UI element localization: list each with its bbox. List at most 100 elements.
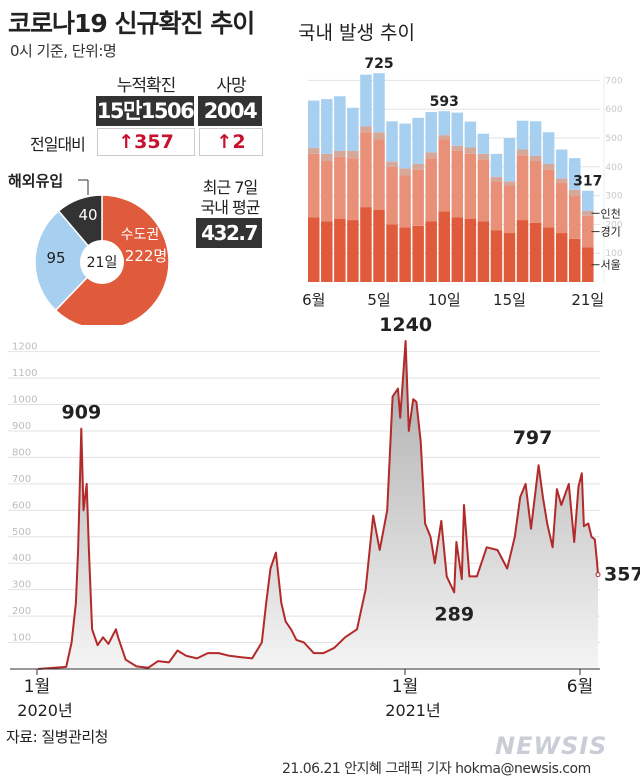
inset-bar-segment — [516, 149, 529, 156]
inset-bar-segment — [451, 145, 464, 151]
inset-bar-segment — [582, 247, 594, 282]
inset-bar-segment — [438, 139, 450, 212]
line-ytick-label: 700 — [12, 474, 31, 485]
inset-legend-label: 경기 — [601, 226, 621, 239]
inset-bar-segment — [360, 74, 372, 127]
inset-bar-segment — [347, 158, 359, 221]
inset-bar-segment — [529, 121, 542, 156]
inset-bar-segment — [399, 168, 411, 176]
inset-value-label: 593 — [430, 94, 459, 110]
line-value-label: 797 — [513, 427, 553, 449]
inset-bar-segment — [373, 132, 385, 140]
inset-bar-segment — [542, 132, 555, 164]
deaths-value: 2004 — [198, 96, 262, 126]
inset-bar-segment — [425, 221, 437, 282]
inset-bar-segment — [308, 217, 320, 282]
line-endpoint — [595, 572, 601, 578]
inset-bar-segment — [464, 121, 477, 148]
line-xtick-label: 6월 — [567, 677, 593, 697]
pie-slice-other — [34, 209, 104, 312]
inset-panel: 국내 발생 추이 100 200 300 400 500 600 700 725 593 317… — [288, 5, 634, 315]
line-series — [38, 340, 599, 670]
line-ytick-label: 900 — [12, 421, 31, 432]
inset-bar-segment — [425, 158, 437, 222]
inset-bar-segment — [321, 99, 333, 154]
pie-center — [80, 240, 124, 284]
line-ytick-label: 100 — [12, 633, 31, 644]
inset-value-label: 725 — [364, 56, 393, 72]
line-ytick-label: 800 — [12, 447, 31, 458]
inset-bar-segment — [412, 117, 424, 164]
callout-pointer — [570, 310, 595, 335]
inset-bar-segment — [582, 190, 594, 211]
cumulative-label: 누적확진 — [116, 76, 177, 96]
inset-ytick-label: 100 — [605, 249, 622, 259]
inset-bar-segment — [399, 123, 411, 169]
inset-bar-segment — [347, 220, 359, 282]
inset-bar-segment — [399, 175, 411, 228]
source-note: 자료: 질병관리청 — [6, 728, 108, 746]
inset-bar-segment — [569, 195, 581, 239]
newsis-logo: NEWSIS — [495, 732, 608, 760]
inset-bar-segment — [464, 153, 477, 219]
inset-bar-segment — [529, 222, 542, 282]
inset-bar-segment — [438, 135, 450, 140]
inset-bar-segment — [308, 148, 320, 154]
inset-bar-segment — [412, 163, 424, 170]
inset-bar-segment — [569, 238, 581, 282]
inset-bar-segment — [490, 181, 503, 231]
pie-chart: 21일 해외유입 40 95 수도권 222명 — [8, 172, 170, 325]
pie-label-overseas-value: 40 — [78, 206, 97, 224]
inset-value-label: 317 — [573, 174, 602, 190]
inset-bar-segment — [516, 120, 529, 150]
line-value-label: 289 — [434, 604, 474, 626]
line-value-label: 357 — [604, 564, 640, 586]
inset-title: 국내 발생 추이 — [298, 22, 415, 44]
inset-bar-segment — [386, 161, 398, 167]
inset-bar-segment — [569, 189, 581, 196]
inset-bar-segment — [425, 112, 437, 153]
inset-bar-segment — [477, 221, 490, 282]
inset-bar-segment — [334, 156, 346, 219]
line-year-label: 2021년 — [385, 701, 440, 720]
avg-label-line2: 국내 평균 — [200, 198, 261, 217]
pie-label-other-value: 95 — [46, 249, 65, 267]
line-xtick-label: 1월 — [24, 677, 50, 697]
line-xtick-label: 1월 — [392, 677, 418, 697]
deaths-diff: ↑2 — [199, 128, 263, 156]
inset-bar-segment — [412, 225, 424, 282]
inset-bar-segment — [334, 150, 346, 157]
line-ytick-label: 300 — [12, 580, 31, 591]
pie-label-capital-value: 222명 — [125, 247, 167, 265]
inset-xtick-label: 5일 — [367, 291, 390, 309]
inset-bar-segment — [386, 224, 398, 282]
inset-bar-segment — [347, 150, 359, 159]
line-ytick-label: 400 — [12, 553, 31, 564]
inset-bar-segment — [399, 227, 411, 282]
inset-xtick-label: 21일 — [571, 291, 604, 309]
cumulative-value: 15만1506 — [96, 96, 195, 126]
subtitle: 0시 기준, 단위:명 — [10, 42, 117, 60]
inset-bar-segment — [503, 181, 516, 186]
inset-bar-segment — [569, 158, 581, 190]
inset-ytick-label: 600 — [605, 105, 622, 115]
line-ytick-label: 600 — [12, 500, 31, 511]
inset-bar-segment — [503, 138, 516, 182]
cumulative-diff: ↑357 — [97, 128, 195, 156]
inset-bar-segment — [334, 96, 346, 151]
inset-bar-segment — [542, 169, 555, 228]
inset-bar-segment — [321, 153, 333, 162]
inset-bar-segment — [490, 153, 503, 177]
line-ytick-label: 1100 — [12, 368, 37, 379]
inset-bar-segment — [503, 185, 516, 234]
line-ytick-label: 200 — [12, 606, 31, 617]
line-ytick-label: 1200 — [12, 342, 37, 353]
inset-bar-segment — [451, 217, 464, 282]
inset-bar-segment — [542, 227, 555, 282]
inset-bar-segment — [373, 73, 385, 133]
page-title: 코로나19 신규확진 추이 — [8, 9, 255, 38]
inset-bar-segment — [386, 166, 398, 225]
inset-bar-segment — [360, 132, 372, 208]
inset-bar-segment — [516, 220, 529, 282]
inset-bar-segment — [451, 150, 464, 218]
